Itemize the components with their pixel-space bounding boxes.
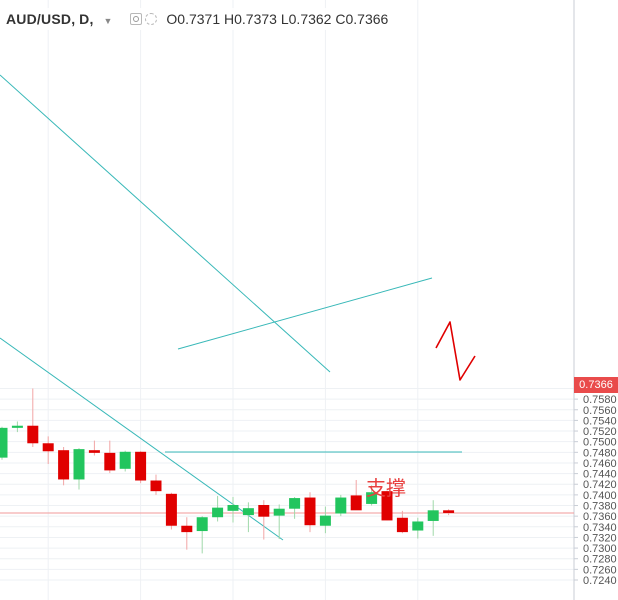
- y-tick-label: 0.7580: [583, 394, 617, 406]
- y-tick-label: 0.7520: [583, 426, 617, 438]
- y-tick-label: 0.7280: [583, 554, 617, 566]
- candle-body: [227, 504, 239, 511]
- candle-body: [366, 492, 378, 504]
- symbol-separator: ,: [71, 11, 76, 27]
- candle-body: [150, 480, 162, 492]
- candle-body: [381, 491, 393, 521]
- y-tick-label: 0.7540: [583, 415, 617, 427]
- y-tick-label: 0.7260: [583, 564, 617, 576]
- candle-body: [58, 450, 70, 480]
- open-label: O: [166, 11, 178, 27]
- candle-body: [412, 521, 424, 531]
- high-label: H: [224, 11, 235, 27]
- open-value: 0.7371: [177, 11, 221, 27]
- candle-body: [196, 517, 208, 532]
- y-tick-label: 0.7560: [583, 405, 617, 417]
- candle-body: [119, 451, 131, 469]
- ohlc-values: O0.7371 H0.7373 L0.7362 C0.7366: [166, 11, 388, 27]
- low-value: 0.7362: [288, 11, 332, 27]
- candle-body: [396, 517, 408, 533]
- candle-body: [73, 449, 85, 480]
- candle-body: [335, 497, 347, 514]
- candle-body: [242, 508, 254, 516]
- y-tick-label: 0.7400: [583, 490, 617, 502]
- y-tick-label: 0.7340: [583, 522, 617, 534]
- last-price-label: 0.7366: [574, 377, 618, 393]
- candle-body: [427, 510, 439, 521]
- candle-body: [42, 443, 54, 452]
- candle-body: [88, 450, 100, 453]
- y-tick-label: 0.7320: [583, 532, 617, 544]
- candle-body: [212, 507, 224, 518]
- eye-icon[interactable]: [130, 13, 143, 25]
- close-value: 0.7366: [345, 11, 389, 27]
- candle-body: [258, 504, 270, 517]
- candle-body: [443, 510, 455, 513]
- y-tick-label: 0.7480: [583, 447, 617, 459]
- candle-body: [319, 515, 331, 526]
- downtrend-line-lower: [0, 337, 284, 541]
- settings-icon[interactable]: [145, 13, 158, 25]
- high-value: 0.7373: [234, 11, 277, 27]
- y-tick-label: 0.7500: [583, 437, 617, 449]
- channel-line-upper: [177, 277, 433, 350]
- y-tick-label: 0.7460: [583, 458, 617, 470]
- candle-body: [181, 525, 193, 533]
- chevron-down-icon[interactable]: ▼: [103, 16, 113, 26]
- candle-body: [27, 425, 39, 444]
- close-label: C: [335, 11, 346, 27]
- symbol-name: AUD/USD: [6, 11, 72, 27]
- y-tick-label: 0.7300: [583, 543, 617, 555]
- support-annotation: 支撑: [366, 476, 406, 500]
- y-tick-label: 0.7240: [583, 575, 617, 587]
- candle-body: [104, 452, 116, 471]
- y-tick-label: 0.7440: [583, 469, 617, 481]
- candle-body: [0, 427, 8, 458]
- candle-body: [350, 495, 362, 511]
- y-tick-label: 0.7360: [583, 511, 617, 523]
- candle-body: [289, 498, 301, 509]
- y-tick-label: 0.7420: [583, 479, 617, 491]
- projected-path: [435, 321, 476, 381]
- candle-body: [304, 497, 316, 526]
- candle-body: [273, 508, 285, 516]
- low-label: L: [280, 11, 289, 27]
- interval-label: D,: [79, 11, 94, 27]
- y-tick-label: 0.7380: [583, 501, 617, 513]
- candle-body: [11, 425, 23, 428]
- downtrend-line-upper: [0, 74, 331, 373]
- symbol-pair[interactable]: AUD/USD, D, ▼: [6, 11, 122, 27]
- chart-legend: AUD/USD, D, ▼ O0.7371 H0.7373 L0.7362 C0…: [6, 8, 393, 30]
- candle-body: [135, 451, 147, 481]
- candle-body: [165, 493, 177, 526]
